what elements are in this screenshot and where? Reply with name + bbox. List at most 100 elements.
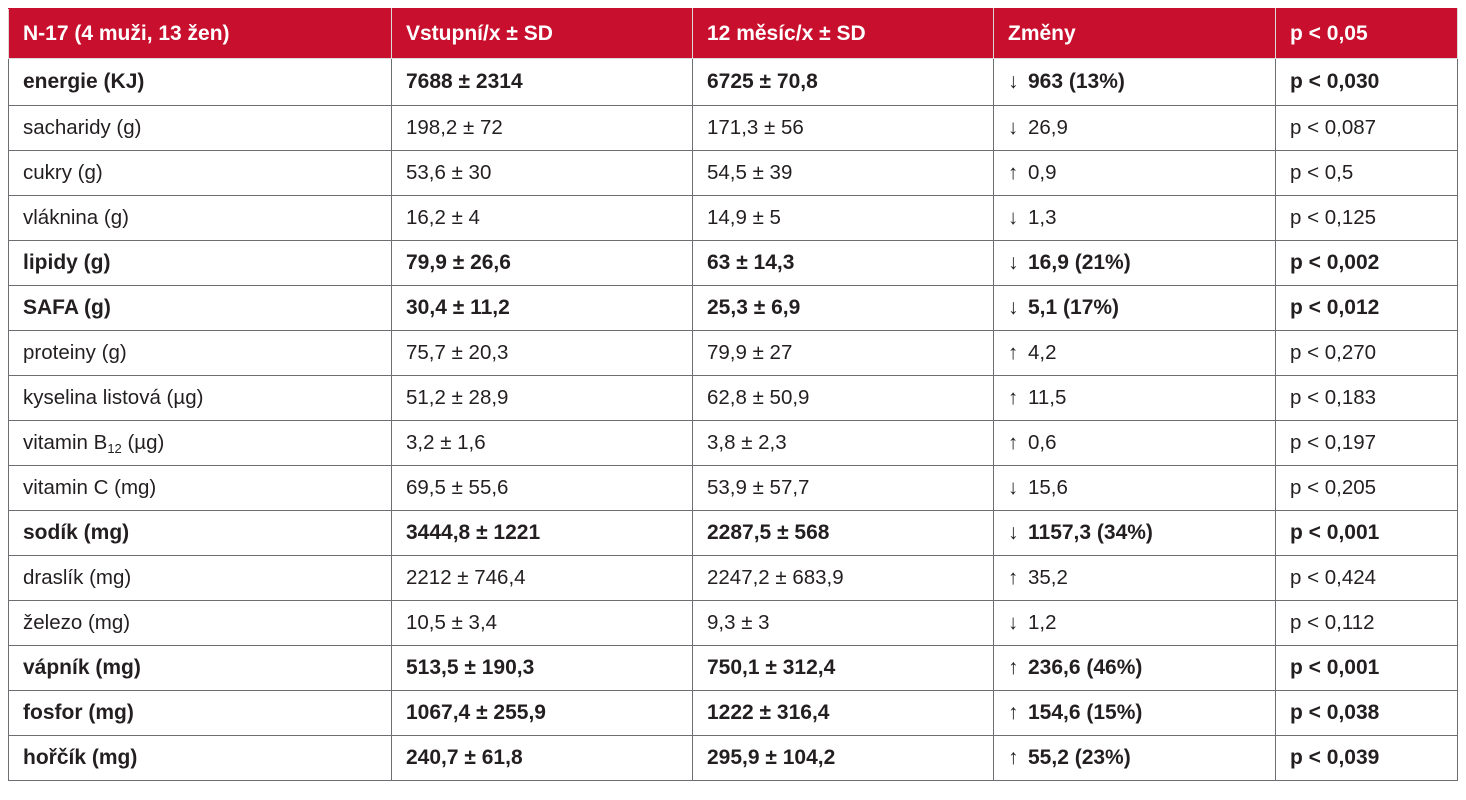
- change-amount: 963 (13%): [1028, 70, 1125, 93]
- p-value: p < 0,5: [1275, 150, 1458, 196]
- baseline-value: 69,5 ± 55,6: [391, 465, 693, 511]
- baseline-value: 51,2 ± 28,9: [391, 375, 693, 421]
- change-amount: 16,9 (21%): [1028, 251, 1131, 274]
- change-value: ↑ 4,2: [993, 330, 1276, 376]
- table-row: fosfor (mg) 1067,4 ± 255,9 1222 ± 316,4 ↑ 15…: [8, 690, 1458, 736]
- arrow-down-icon: ↓: [1008, 116, 1019, 139]
- nutrient-name: draslík (mg): [23, 566, 132, 589]
- baseline-value: 53,6 ± 30: [391, 150, 693, 196]
- header-cohort: N-17 (4 muži, 13 žen): [8, 8, 392, 59]
- change-value: ↑ 236,6 (46%): [993, 645, 1276, 691]
- arrow-up-icon: ↑: [1008, 746, 1019, 769]
- change-amount: 154,6 (15%): [1028, 701, 1143, 724]
- baseline-value: 2212 ± 746,4: [391, 555, 693, 601]
- row-nutrient-label: vitamin C (mg): [8, 465, 392, 511]
- table-body: energie (KJ) 7688 ± 2314 6725 ± 70,8 ↓ 963 (…: [8, 58, 1458, 781]
- p-value: p < 0,030: [1275, 58, 1458, 106]
- table-row: energie (KJ) 7688 ± 2314 6725 ± 70,8 ↓ 963 (…: [8, 58, 1458, 106]
- p-value: p < 0,205: [1275, 465, 1458, 511]
- change-amount: 35,2: [1028, 566, 1068, 589]
- nutrient-name: kyselina listová (µg): [23, 386, 204, 409]
- change-value: ↓ 1,3: [993, 195, 1276, 241]
- nutrient-name: vitamin C (mg): [23, 476, 157, 499]
- nutrient-name: cukry (g): [23, 161, 103, 184]
- row-nutrient-label: cukry (g): [8, 150, 392, 196]
- baseline-value: 10,5 ± 3,4: [391, 600, 693, 646]
- change-value: ↓ 963 (13%): [993, 58, 1276, 106]
- arrow-up-icon: ↑: [1008, 431, 1019, 454]
- header-month12: 12 měsíc/x ± SD: [692, 8, 994, 59]
- month12-value: 9,3 ± 3: [692, 600, 994, 646]
- change-amount: 11,5: [1028, 386, 1067, 409]
- change-value: ↑ 55,2 (23%): [993, 735, 1276, 781]
- baseline-value: 3444,8 ± 1221: [391, 510, 693, 556]
- arrow-down-icon: ↓: [1008, 521, 1019, 544]
- p-value: p < 0,183: [1275, 375, 1458, 421]
- month12-value: 2287,5 ± 568: [692, 510, 994, 556]
- p-value: p < 0,112: [1275, 600, 1458, 646]
- baseline-value: 240,7 ± 61,8: [391, 735, 693, 781]
- row-nutrient-label: lipidy (g): [8, 240, 392, 286]
- change-value: ↑ 154,6 (15%): [993, 690, 1276, 736]
- change-amount: 55,2 (23%): [1028, 746, 1131, 769]
- nutrition-table-frame: N-17 (4 muži, 13 žen) Vstupní/x ± SD 12 …: [8, 8, 1458, 781]
- table-row: sacharidy (g) 198,2 ± 72 171,3 ± 56 ↓ 26,9 p …: [8, 105, 1458, 151]
- nutrition-table: N-17 (4 muži, 13 žen) Vstupní/x ± SD 12 …: [8, 8, 1458, 781]
- baseline-value: 198,2 ± 72: [391, 105, 693, 151]
- row-nutrient-label: fosfor (mg): [8, 690, 392, 736]
- row-nutrient-label: draslík (mg): [8, 555, 392, 601]
- header-baseline: Vstupní/x ± SD: [391, 8, 693, 59]
- arrow-down-icon: ↓: [1008, 296, 1019, 319]
- month12-value: 79,9 ± 27: [692, 330, 994, 376]
- nutrient-name: hořčík (mg): [23, 746, 138, 769]
- p-value: p < 0,087: [1275, 105, 1458, 151]
- nutrient-name: železo (mg): [23, 611, 131, 634]
- table-row: vitamin B12 (µg) 3,2 ± 1,6 3,8 ± 2,3 ↑ 0,6 p …: [8, 420, 1458, 466]
- month12-value: 14,9 ± 5: [692, 195, 994, 241]
- change-amount: 5,1 (17%): [1028, 296, 1120, 319]
- change-amount: 0,6: [1028, 431, 1057, 454]
- table-row: železo (mg) 10,5 ± 3,4 9,3 ± 3 ↓ 1,2 p < 0,11…: [8, 600, 1458, 646]
- nutrient-unit: (µg): [121, 431, 165, 454]
- month12-value: 63 ± 14,3: [692, 240, 994, 286]
- change-value: ↑ 0,9: [993, 150, 1276, 196]
- month12-value: 171,3 ± 56: [692, 105, 994, 151]
- baseline-value: 79,9 ± 26,6: [391, 240, 693, 286]
- nutrient-name: fosfor (mg): [23, 701, 134, 724]
- p-value: p < 0,125: [1275, 195, 1458, 241]
- change-value: ↓ 16,9 (21%): [993, 240, 1276, 286]
- table-row: kyselina listová (µg) 51,2 ± 28,9 62,8 ± 5…: [8, 375, 1458, 421]
- arrow-up-icon: ↑: [1008, 341, 1019, 364]
- table-row: cukry (g) 53,6 ± 30 54,5 ± 39 ↑ 0,9 p < 0,5: [8, 150, 1458, 196]
- change-value: ↓ 1,2: [993, 600, 1276, 646]
- p-value: p < 0,424: [1275, 555, 1458, 601]
- change-amount: 1157,3 (34%): [1028, 521, 1153, 544]
- arrow-down-icon: ↓: [1008, 611, 1019, 634]
- nutrient-name: lipidy (g): [23, 251, 111, 274]
- row-nutrient-label: proteiny (g): [8, 330, 392, 376]
- change-amount: 236,6 (46%): [1028, 656, 1143, 679]
- month12-value: 6725 ± 70,8: [692, 58, 994, 106]
- change-amount: 1,3: [1028, 206, 1057, 229]
- header-row: N-17 (4 muži, 13 žen) Vstupní/x ± SD 12 …: [8, 8, 1458, 59]
- nutrient-name: proteiny (g): [23, 341, 127, 364]
- table-row: vláknina (g) 16,2 ± 4 14,9 ± 5 ↓ 1,3 p < 0,12…: [8, 195, 1458, 241]
- month12-value: 62,8 ± 50,9: [692, 375, 994, 421]
- p-value: p < 0,001: [1275, 510, 1458, 556]
- nutrient-name: sodík (mg): [23, 521, 130, 544]
- p-value: p < 0,001: [1275, 645, 1458, 691]
- change-value: ↓ 1157,3 (34%): [993, 510, 1276, 556]
- table-row: hořčík (mg) 240,7 ± 61,8 295,9 ± 104,2 ↑ 55,…: [8, 735, 1458, 781]
- baseline-value: 3,2 ± 1,6: [391, 420, 693, 466]
- p-value: p < 0,002: [1275, 240, 1458, 286]
- header-change: Změny: [993, 8, 1276, 59]
- p-value: p < 0,270: [1275, 330, 1458, 376]
- nutrient-name: sacharidy (g): [23, 116, 142, 139]
- arrow-up-icon: ↑: [1008, 566, 1019, 589]
- nutrient-name: SAFA (g): [23, 296, 111, 319]
- arrow-up-icon: ↑: [1008, 161, 1019, 184]
- row-nutrient-label: vápník (mg): [8, 645, 392, 691]
- nutrient-name: vláknina (g): [23, 206, 129, 229]
- row-nutrient-label: vláknina (g): [8, 195, 392, 241]
- month12-value: 295,9 ± 104,2: [692, 735, 994, 781]
